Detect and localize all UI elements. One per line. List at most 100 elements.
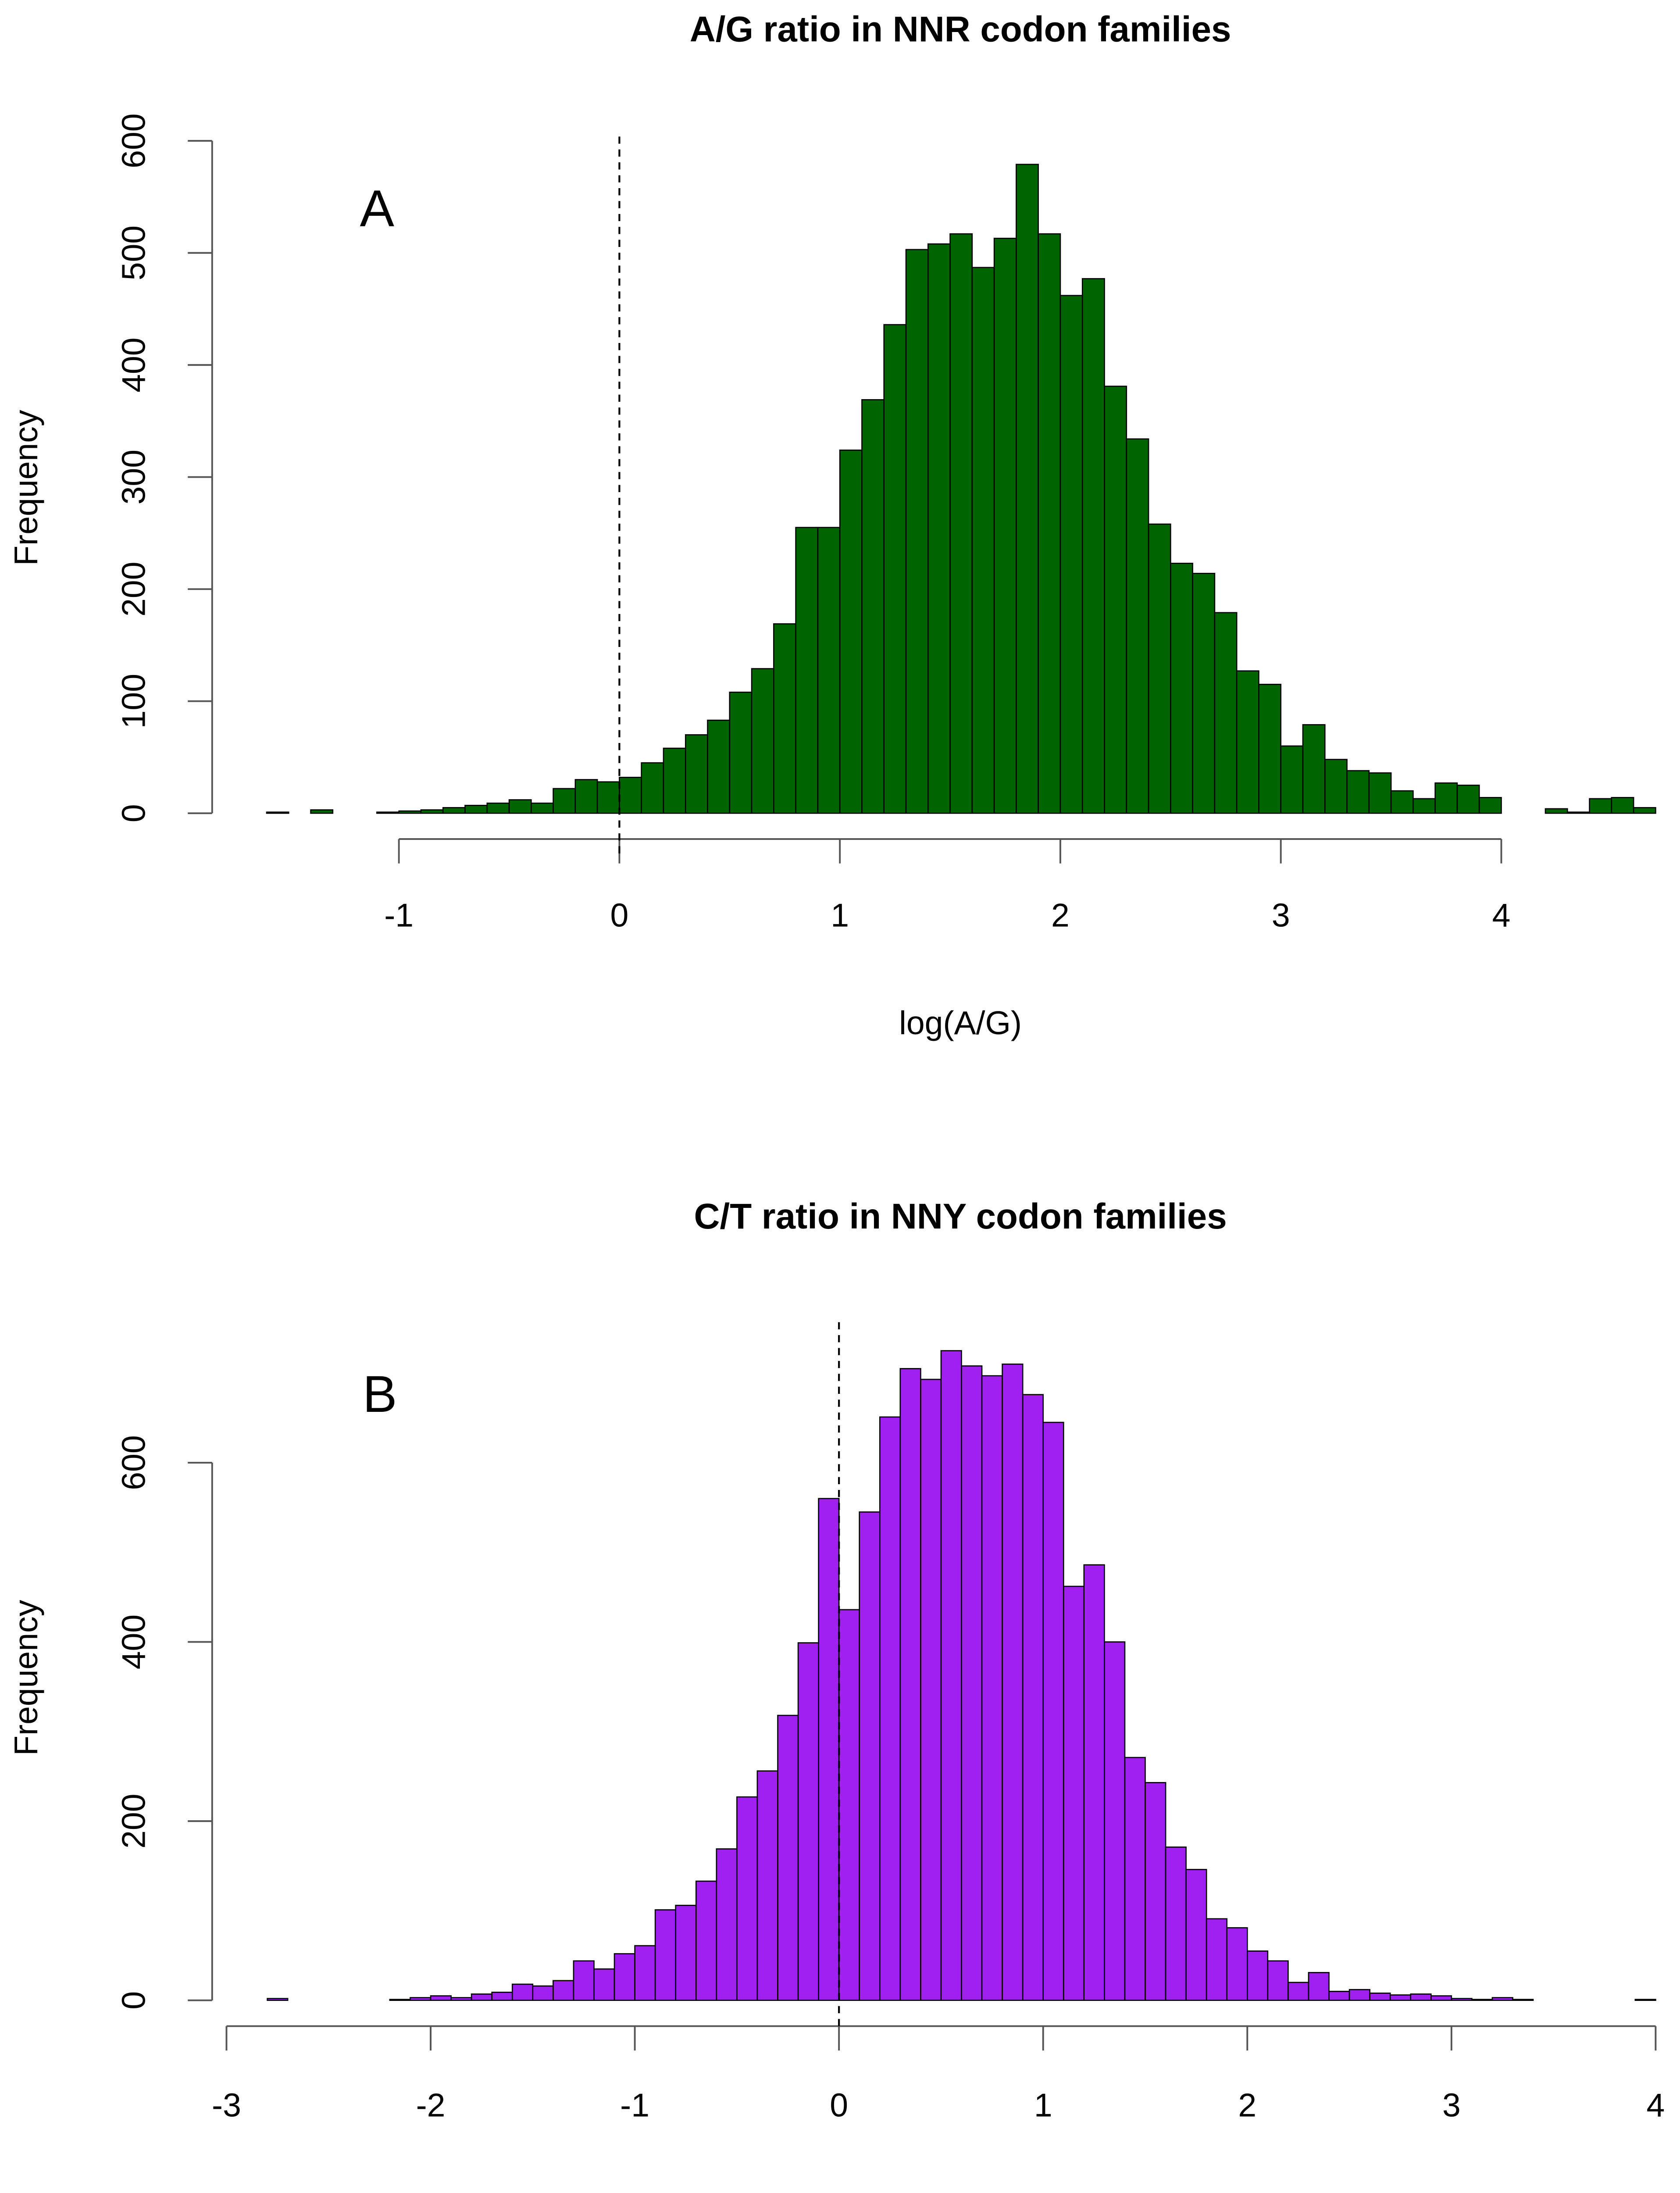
y-axis-label: Frequency [7, 410, 44, 566]
bar [971, 267, 995, 814]
bar [1451, 1998, 1473, 2001]
bar [707, 719, 731, 814]
bar [634, 1945, 656, 2001]
bar [596, 781, 620, 814]
bar [1246, 1950, 1269, 2001]
y-tick-label: 0 [115, 1991, 152, 2010]
bar [981, 1375, 1003, 2001]
bar [593, 1968, 615, 2001]
bar [1002, 1363, 1024, 2001]
bar [486, 802, 510, 814]
x-tick-label: 1 [1034, 2087, 1052, 2124]
y-tick-label: 200 [115, 561, 152, 616]
y-tick-label: 100 [115, 674, 152, 729]
bar [993, 238, 1017, 814]
bar [1368, 772, 1392, 814]
bar [1324, 759, 1348, 814]
bar [756, 1770, 778, 2001]
bar [1430, 1995, 1452, 2001]
bar [654, 1909, 677, 2001]
bar [491, 1992, 513, 2001]
y-tick-label: 500 [115, 225, 152, 280]
bar [838, 1609, 860, 2001]
bar [961, 1365, 983, 2001]
bar [1236, 670, 1259, 814]
x-axis-label: log(A/G) [899, 1004, 1022, 1041]
bar [1280, 745, 1304, 814]
bar [716, 1848, 738, 2001]
bar [450, 1997, 472, 2001]
bar [879, 1416, 901, 2001]
x-axis-label: log(C/T) [901, 2191, 1020, 2193]
bar [1104, 1641, 1126, 2001]
bar [1434, 782, 1458, 814]
bar [1148, 523, 1171, 814]
bar [1611, 797, 1634, 814]
x-tick-label: 3 [1272, 897, 1290, 934]
bar [532, 1985, 554, 2001]
bar [1544, 808, 1568, 814]
x-tick-label: 4 [1492, 897, 1511, 934]
y-tick-label: 600 [115, 1435, 152, 1490]
bar [1389, 1994, 1412, 2001]
bar [859, 1511, 881, 2001]
bar [1083, 1564, 1105, 2001]
bar [795, 527, 819, 814]
bar [531, 802, 554, 814]
x-tick-label: -1 [620, 2087, 649, 2124]
bar [1267, 1960, 1289, 2001]
bar [1042, 1422, 1064, 2001]
x-tick-label: 3 [1442, 2087, 1461, 2124]
bar [773, 623, 796, 814]
panel-letter: A [360, 179, 394, 237]
bar [1022, 1394, 1044, 2001]
bar [267, 1998, 289, 2001]
bar [574, 779, 598, 814]
bar [861, 399, 885, 814]
bar [729, 691, 753, 814]
panel-letter: B [363, 1365, 397, 1423]
bar [420, 809, 444, 814]
bar [736, 1796, 758, 2001]
bar [1038, 233, 1061, 814]
bar [1456, 784, 1480, 814]
y-tick-label: 400 [115, 337, 152, 392]
bar [695, 1880, 717, 2001]
bar [398, 810, 422, 814]
bar [905, 249, 929, 814]
bar [797, 1642, 819, 2001]
bar [685, 734, 708, 814]
bar [839, 450, 863, 814]
chart-title: C/T ratio in NNY codon families [694, 1197, 1227, 1236]
bar [899, 1368, 921, 2001]
bar [1165, 1847, 1187, 2001]
bar [1328, 1990, 1350, 2001]
bar [1192, 573, 1216, 814]
bar [1633, 807, 1656, 814]
bar [1390, 790, 1414, 814]
bar [663, 747, 686, 814]
bar [949, 233, 973, 814]
bar [777, 1714, 799, 2001]
bar [553, 788, 576, 814]
bar [1308, 1972, 1330, 2001]
bar [310, 809, 334, 814]
bar [940, 1350, 962, 2001]
bar [641, 762, 664, 814]
x-tick-label: -1 [384, 897, 414, 934]
bar [1016, 164, 1039, 814]
bar [1059, 295, 1083, 814]
bar [1126, 438, 1149, 814]
x-tick-label: 2 [1051, 897, 1070, 934]
bar [619, 777, 642, 814]
bar [508, 799, 532, 814]
bar [1081, 278, 1105, 814]
bar [1170, 563, 1193, 814]
bar [751, 668, 774, 814]
y-tick-label: 600 [115, 113, 152, 168]
chart-title: A/G ratio in NNR codon families [690, 9, 1231, 49]
bar [614, 1953, 635, 2001]
bar [883, 324, 907, 814]
bar [511, 1983, 534, 2001]
